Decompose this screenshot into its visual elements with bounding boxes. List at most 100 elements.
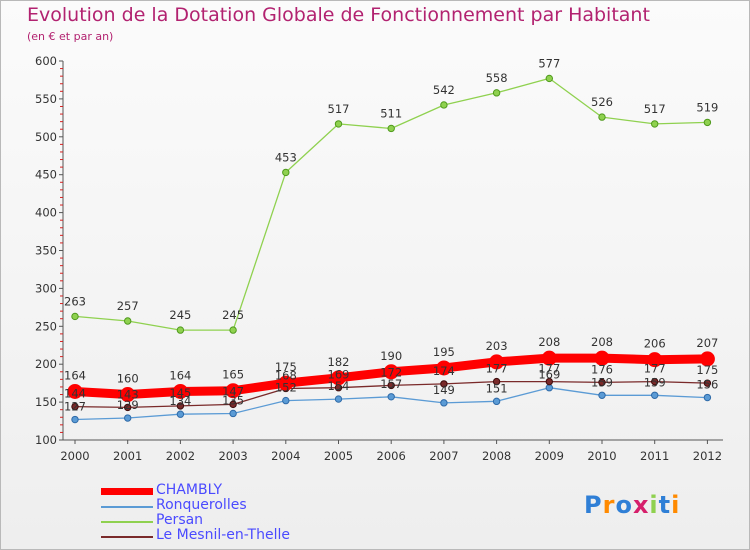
- data-point-ronquerolles: [176, 410, 185, 418]
- data-point-ronquerolles: [598, 391, 606, 399]
- chart-subtitle: (en € et par an): [27, 30, 114, 43]
- data-label-ronquerolles: 169: [538, 368, 560, 382]
- data-label-chambly: 207: [696, 336, 718, 350]
- data-point-chambly: [699, 351, 715, 367]
- data-point-mesnil: [71, 402, 79, 411]
- data-point-mesnil: [440, 380, 448, 388]
- data-point-ronquerolles: [440, 399, 448, 407]
- data-point-persan: [124, 317, 132, 325]
- data-label-chambly: 195: [433, 345, 455, 359]
- y-tick-label: 100: [35, 433, 57, 447]
- data-point-persan: [71, 312, 79, 321]
- data-label-persan: 526: [591, 95, 613, 109]
- data-point-chambly: [594, 350, 610, 366]
- x-tick-label: 2009: [535, 449, 564, 463]
- data-point-chambly: [120, 387, 136, 403]
- data-label-mesnil: 177: [486, 362, 508, 376]
- data-label-ronquerolles: 134: [169, 394, 191, 408]
- data-point-persan: [282, 168, 290, 177]
- y-tick-label: 350: [35, 244, 57, 258]
- y-tick-label: 600: [35, 54, 57, 68]
- data-point-mesnil: [124, 403, 132, 412]
- legend-swatch-persan: [101, 521, 153, 523]
- y-tick-label: 200: [35, 357, 57, 371]
- y-tick-label: 250: [35, 319, 57, 333]
- legend-swatch-chambly: [101, 488, 153, 495]
- y-tick-label: 550: [35, 92, 57, 106]
- data-point-mesnil: [387, 381, 395, 390]
- data-label-ronquerolles: 135: [222, 393, 244, 407]
- data-point-mesnil: [492, 377, 501, 386]
- data-label-mesnil: 177: [644, 362, 666, 376]
- data-label-ronquerolles: 159: [644, 375, 666, 389]
- data-point-ronquerolles: [545, 383, 553, 392]
- data-point-persan: [598, 113, 606, 121]
- data-label-ronquerolles: 127: [64, 400, 86, 414]
- data-label-mesnil: 143: [117, 387, 139, 401]
- data-label-persan: 245: [169, 308, 191, 322]
- data-label-mesnil: 168: [275, 368, 297, 382]
- data-point-chambly: [331, 370, 346, 386]
- data-label-persan: 517: [328, 102, 350, 116]
- data-label-persan: 558: [486, 71, 508, 85]
- data-label-chambly: 164: [64, 368, 86, 382]
- data-point-persan: [334, 120, 343, 128]
- data-point-persan: [651, 120, 659, 128]
- x-tick-label: 2002: [166, 449, 195, 463]
- data-point-persan: [545, 74, 553, 83]
- x-tick-label: 2006: [377, 449, 406, 463]
- data-label-mesnil: 175: [696, 363, 718, 377]
- x-tick-label: 2001: [113, 449, 142, 463]
- data-label-mesnil: 176: [591, 362, 613, 376]
- legend-label-ronquerolles: Ronquerolles: [156, 497, 247, 513]
- x-tick-label: 2012: [693, 449, 722, 463]
- data-point-persan: [492, 89, 501, 97]
- data-point-mesnil: [703, 379, 712, 387]
- data-label-chambly: 175: [275, 360, 297, 374]
- data-label-persan: 263: [64, 294, 86, 308]
- data-point-chambly: [647, 352, 663, 368]
- data-label-mesnil: 145: [169, 386, 191, 400]
- y-tick-label: 450: [35, 168, 57, 182]
- data-point-chambly: [225, 383, 241, 399]
- data-point-ronquerolles: [124, 414, 132, 422]
- x-tick-label: 2010: [587, 449, 616, 463]
- data-label-ronquerolles: 156: [696, 378, 718, 392]
- data-point-ronquerolles: [334, 395, 343, 403]
- x-tick-label: 2005: [324, 449, 353, 463]
- data-point-ronquerolles: [71, 415, 79, 424]
- x-tick-label: 2007: [429, 449, 458, 463]
- data-point-mesnil: [229, 400, 237, 409]
- data-label-mesnil: 172: [380, 365, 402, 379]
- data-label-ronquerolles: 157: [380, 377, 402, 391]
- data-label-mesnil: 144: [64, 387, 86, 401]
- proxiti-logo: Proxiti: [584, 491, 681, 519]
- y-tick-label: 400: [35, 206, 57, 220]
- data-label-persan: 245: [222, 308, 244, 322]
- data-label-persan: 257: [117, 299, 139, 313]
- legend-label-persan: Persan: [156, 512, 204, 528]
- chart-title: Evolution de la Dotation Globale de Fonc…: [27, 4, 650, 26]
- x-tick-label: 2004: [271, 449, 300, 463]
- data-label-persan: 517: [644, 102, 666, 116]
- data-point-chambly: [383, 364, 399, 380]
- data-label-persan: 519: [696, 100, 718, 114]
- data-point-mesnil: [545, 377, 553, 386]
- data-point-persan: [176, 326, 185, 334]
- data-point-ronquerolles: [387, 393, 395, 401]
- data-point-persan: [703, 118, 712, 127]
- data-label-persan: 453: [275, 150, 297, 164]
- data-label-ronquerolles: 154: [328, 379, 350, 393]
- data-point-chambly: [436, 360, 452, 376]
- data-label-chambly: 208: [591, 335, 613, 349]
- data-point-mesnil: [598, 378, 606, 387]
- data-point-chambly: [278, 375, 294, 391]
- x-tick-label: 2008: [482, 449, 511, 463]
- data-point-persan: [440, 101, 448, 109]
- data-label-persan: 542: [433, 83, 455, 97]
- data-label-chambly: 160: [117, 372, 139, 386]
- data-label-persan: 577: [538, 56, 560, 70]
- data-label-ronquerolles: 129: [117, 398, 139, 412]
